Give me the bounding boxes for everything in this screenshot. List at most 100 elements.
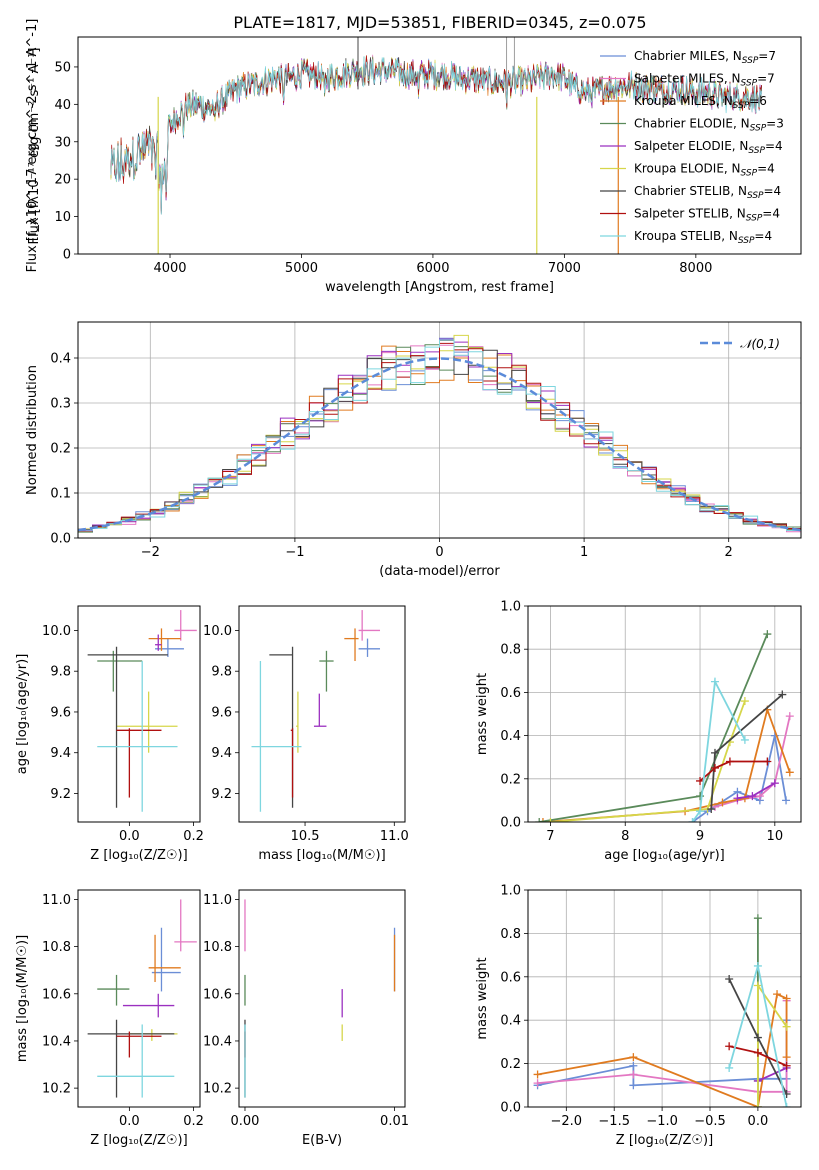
legend-entry-text: Salpeter MILES, N	[634, 72, 741, 86]
axes-frame	[77, 605, 201, 823]
legend-subscript: SSP	[748, 146, 765, 156]
x-tick-label: 0.01	[380, 1114, 409, 1129]
error-bars	[87, 899, 197, 1098]
legend-entry: Chabrier ELODIE, NSSP=3	[634, 117, 784, 134]
mass-vs-extinction-panel: 0.00 0.01 10.2 10.4 10.6 10.8 11.0 E(B-V)	[203, 889, 409, 1148]
x-axis-label: E(B-V)	[302, 1133, 342, 1148]
mass-weight-series	[757, 1067, 787, 1082]
legend-value: =4	[754, 229, 772, 243]
y-tick-label: 10.2	[203, 1082, 232, 1097]
y-tick-label: 0.2	[50, 442, 71, 457]
y-tick-label: 10.0	[42, 624, 71, 639]
mass-weight-marker	[753, 961, 762, 970]
age-vs-mass-panel: 10.5 11.0 9.2 9.4 9.6 9.8 10.0 mass [log₁₀(M/M☉…	[203, 605, 409, 863]
figure-title: PLATE=1817, MJD=53851, FIBERID=0345, z=0…	[233, 13, 646, 32]
mass-weight-marker	[710, 748, 719, 757]
mass-weight-marker	[763, 757, 772, 766]
legend-value: =4	[765, 139, 783, 153]
mass-weight-marker	[778, 690, 787, 699]
y-axis-label: Normed distribution	[25, 365, 40, 495]
legend-entry-text: Kroupa ELODIE, N	[634, 162, 741, 176]
y-tick-label: 40	[54, 98, 71, 113]
y-tick-label: 10.4	[42, 1034, 71, 1049]
mass-weight-series	[699, 760, 768, 782]
legend-value: =4	[764, 184, 782, 198]
y-tick-label: 10.0	[203, 624, 232, 639]
y-tick-label: 0.2	[500, 772, 521, 787]
axes-frame	[238, 605, 406, 823]
x-tick-label: 1	[580, 545, 588, 560]
mass-weight-marker	[763, 630, 772, 639]
legend-subscript: SSP	[742, 56, 759, 66]
x-tick-label: 8	[621, 829, 629, 844]
y-tick-label: 30	[54, 135, 71, 150]
x-tick-label: −1.5	[598, 1114, 630, 1129]
mass-weight-marker	[755, 792, 764, 801]
spectrum-panel: 4000 5000 6000 7000 8000 0 10 20 30 40 50 wavelengt…	[25, 19, 802, 295]
mass-weight-marker	[538, 818, 547, 822]
legend-entry: Chabrier MILES, NSSP=7	[634, 49, 776, 66]
legend-entry-text: Salpeter STELIB, N	[634, 207, 746, 221]
y-tick-label: 0.8	[500, 643, 521, 658]
y-tick-label: 10.6	[203, 987, 232, 1002]
mass-weight-marker	[533, 1070, 542, 1079]
normal-reference-curve	[78, 357, 801, 532]
x-tick-label: 0.0	[748, 1114, 769, 1129]
x-tick-label: 0.2	[183, 1114, 204, 1129]
y-axis-label: mass weight	[475, 957, 490, 1039]
x-tick-label: −1	[285, 545, 304, 560]
y-tick-label: 0.2	[500, 1057, 521, 1072]
x-axis-label: Z [log₁₀(Z/Z☉)]	[616, 1133, 713, 1148]
x-tick-label: 8000	[679, 261, 712, 276]
y-tick-label: 1.0	[500, 600, 521, 615]
legend-value: =4	[762, 207, 780, 221]
mass-weight-marker	[710, 764, 719, 772]
mass-weight-marker	[725, 1063, 734, 1072]
mass-weight-marker	[773, 990, 782, 999]
x-tick-label: −0.5	[694, 1114, 726, 1129]
x-tick-label: 0.2	[183, 829, 204, 844]
mass-weight-marker	[629, 1053, 638, 1062]
x-tick-label: 5000	[285, 261, 318, 276]
mass-weight-marker	[725, 974, 734, 983]
y-tick-label: 0.0	[50, 532, 71, 547]
mass-weight-marker	[753, 914, 762, 923]
mass-weight-marker	[770, 779, 779, 788]
y-tick-label: 0.4	[500, 1014, 521, 1029]
mass-weight-marker	[725, 757, 734, 766]
x-tick-label: −1.0	[646, 1114, 678, 1129]
legend-entry-text: Salpeter ELODIE, N	[634, 139, 748, 153]
error-bars	[87, 610, 197, 812]
x-tick-label: −2.0	[551, 1114, 583, 1129]
x-tick-label: 4000	[153, 261, 186, 276]
error-bars	[251, 610, 381, 812]
legend-subscript: SSP	[741, 169, 758, 179]
error-bars	[244, 899, 396, 1098]
y-tick-label: 9.4	[211, 746, 232, 761]
y-tick-label: 0.6	[500, 686, 521, 701]
x-axis-label: wavelength [Angstrom, rest frame]	[325, 280, 554, 295]
x-tick-label: 10	[767, 829, 784, 844]
legend-subscript: SSP	[741, 79, 758, 89]
axes-frame	[77, 321, 802, 539]
y-tick-label: 50	[54, 60, 71, 75]
mass-weight-marker	[629, 1061, 638, 1070]
mass-weight-marker	[629, 1081, 638, 1090]
mass-weight-marker	[740, 735, 749, 744]
x-tick-label: 0.00	[231, 1114, 260, 1129]
y-tick-label: 9.2	[211, 787, 232, 802]
x-tick-label: 7000	[548, 261, 581, 276]
histogram-steps	[78, 334, 801, 533]
legend-subscript: SSP	[747, 191, 764, 201]
mass-weight-marker	[753, 981, 762, 990]
mass-vs-metallicity-panel: 0.0 0.2 10.2 10.4 10.6 10.8 11.0 Z [log₁₀(Z/Z☉)…	[15, 889, 204, 1148]
mass-weight-marker	[782, 994, 791, 1003]
legend-value: =7	[757, 72, 775, 86]
legend-subscript: SSP	[733, 101, 750, 111]
x-axis-label: (data-model)/error	[379, 564, 500, 579]
age-vs-metallicity-panel: 0.0 0.2 9.2 9.4 9.6 9.8 10.0 Z [log₁₀(Z/Z☉)] age…	[15, 605, 204, 863]
x-axis-label: Z [log₁₀(Z/Z☉)]	[90, 848, 187, 863]
legend-entry-text: Chabrier STELIB, N	[634, 184, 747, 198]
x-axis-label: age [log₁₀(age/yr)]	[604, 848, 725, 863]
y-tick-label: 0.6	[500, 970, 521, 985]
